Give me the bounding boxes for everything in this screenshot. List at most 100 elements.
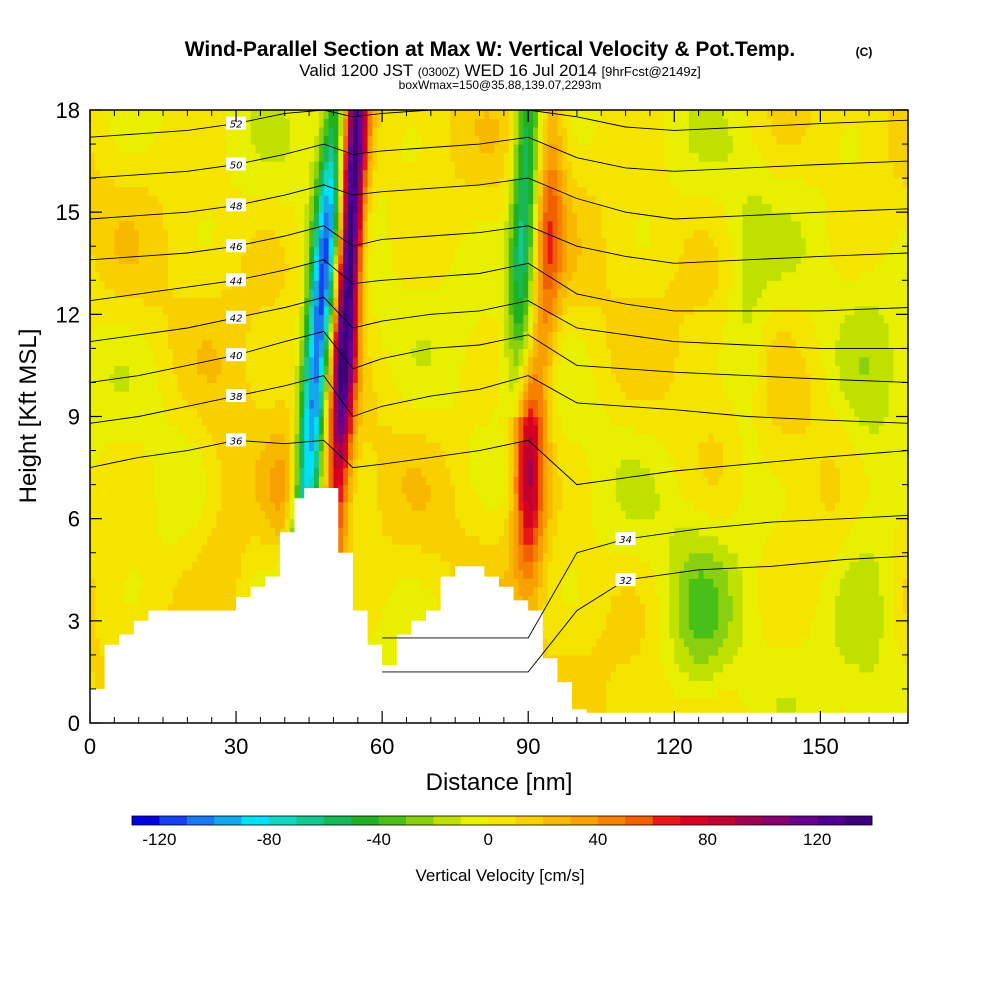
velocity-cell xyxy=(333,195,339,205)
velocity-cell xyxy=(260,510,266,520)
velocity-cell xyxy=(352,416,359,426)
velocity-cell xyxy=(396,144,403,154)
velocity-cell xyxy=(143,561,150,571)
velocity-cell xyxy=(289,322,296,332)
velocity-cell xyxy=(245,476,252,486)
velocity-cell xyxy=(318,161,325,171)
velocity-cell xyxy=(231,450,237,460)
velocity-cell xyxy=(236,305,242,315)
velocity-cell xyxy=(377,195,383,205)
velocity-cell xyxy=(158,314,164,324)
velocity-cell xyxy=(362,152,369,162)
velocity-cell xyxy=(299,425,305,435)
velocity-cell xyxy=(221,407,227,418)
velocity-cell xyxy=(90,510,96,520)
velocity-cell xyxy=(401,603,408,613)
velocity-cell xyxy=(172,297,179,307)
velocity-cell xyxy=(377,365,383,375)
velocity-cell xyxy=(299,127,305,137)
velocity-cell xyxy=(421,246,427,256)
velocity-cell xyxy=(201,135,208,145)
velocity-cell xyxy=(406,493,412,503)
velocity-cell xyxy=(236,288,242,298)
velocity-cell xyxy=(416,501,422,511)
velocity-cell xyxy=(226,152,232,162)
velocity-cell xyxy=(411,612,417,622)
velocity-cell xyxy=(153,254,159,264)
velocity-cell xyxy=(99,680,106,690)
velocity-cell xyxy=(177,501,184,511)
velocity-cell xyxy=(245,305,252,315)
velocity-cell xyxy=(391,203,398,213)
velocity-cell xyxy=(167,161,174,171)
velocity-cell xyxy=(138,356,145,367)
velocity-cell xyxy=(299,254,305,264)
velocity-cell xyxy=(367,331,374,341)
velocity-cell xyxy=(158,450,164,460)
velocity-cell xyxy=(197,569,203,579)
velocity-cell xyxy=(216,305,223,315)
velocity-cell xyxy=(411,237,417,247)
velocity-cell xyxy=(270,390,276,401)
velocity-cell xyxy=(163,586,169,596)
velocity-cell xyxy=(421,118,427,128)
velocity-cell xyxy=(416,169,422,179)
velocity-cell xyxy=(338,305,344,315)
velocity-cell xyxy=(284,416,291,426)
velocity-cell xyxy=(284,254,291,264)
velocity-cell xyxy=(231,305,237,315)
velocity-cell xyxy=(94,178,101,188)
velocity-cell xyxy=(153,544,159,554)
velocity-cell xyxy=(406,433,412,443)
velocity-cell xyxy=(416,297,422,307)
velocity-cell xyxy=(313,467,320,477)
velocity-cell xyxy=(343,510,349,520)
velocity-cell xyxy=(357,399,364,409)
velocity-cell xyxy=(421,144,427,154)
velocity-cell xyxy=(240,459,247,469)
velocity-cell xyxy=(94,535,101,545)
velocity-cell xyxy=(211,518,218,528)
velocity-cell xyxy=(265,484,271,494)
velocity-cell xyxy=(338,169,344,179)
velocity-cell xyxy=(299,212,305,222)
velocity-cell xyxy=(226,510,232,520)
velocity-cell xyxy=(90,518,96,528)
velocity-cell xyxy=(416,535,422,545)
velocity-cell xyxy=(119,450,125,460)
velocity-cell xyxy=(133,365,140,375)
velocity-cell xyxy=(411,603,417,613)
velocity-cell xyxy=(284,280,291,290)
velocity-cell xyxy=(372,203,378,213)
velocity-cell xyxy=(382,169,388,179)
velocity-cell xyxy=(206,288,213,298)
velocity-cell xyxy=(265,399,271,409)
velocity-cell xyxy=(138,586,145,596)
velocity-cell xyxy=(236,220,242,230)
velocity-cell xyxy=(299,118,305,128)
velocity-cell xyxy=(250,246,257,256)
velocity-cell xyxy=(143,365,150,375)
velocity-cell xyxy=(201,314,208,324)
velocity-cell xyxy=(255,229,262,239)
velocity-cell xyxy=(109,314,115,324)
velocity-cell xyxy=(187,339,193,349)
velocity-cell xyxy=(352,459,359,469)
velocity-cell xyxy=(382,331,388,341)
velocity-cell xyxy=(401,135,408,145)
velocity-cell xyxy=(313,399,320,409)
velocity-cell xyxy=(158,348,164,358)
velocity-cell xyxy=(260,450,266,460)
velocity-cell xyxy=(401,220,408,230)
velocity-cell xyxy=(416,425,422,435)
velocity-cell xyxy=(245,433,252,443)
velocity-cell xyxy=(94,288,101,298)
velocity-cell xyxy=(406,161,412,171)
velocity-cell xyxy=(221,331,227,341)
velocity-cell xyxy=(372,595,378,605)
velocity-cell xyxy=(387,237,393,247)
velocity-cell xyxy=(275,118,281,128)
velocity-cell xyxy=(396,416,403,426)
velocity-cell xyxy=(211,280,218,290)
velocity-cell xyxy=(90,220,96,230)
